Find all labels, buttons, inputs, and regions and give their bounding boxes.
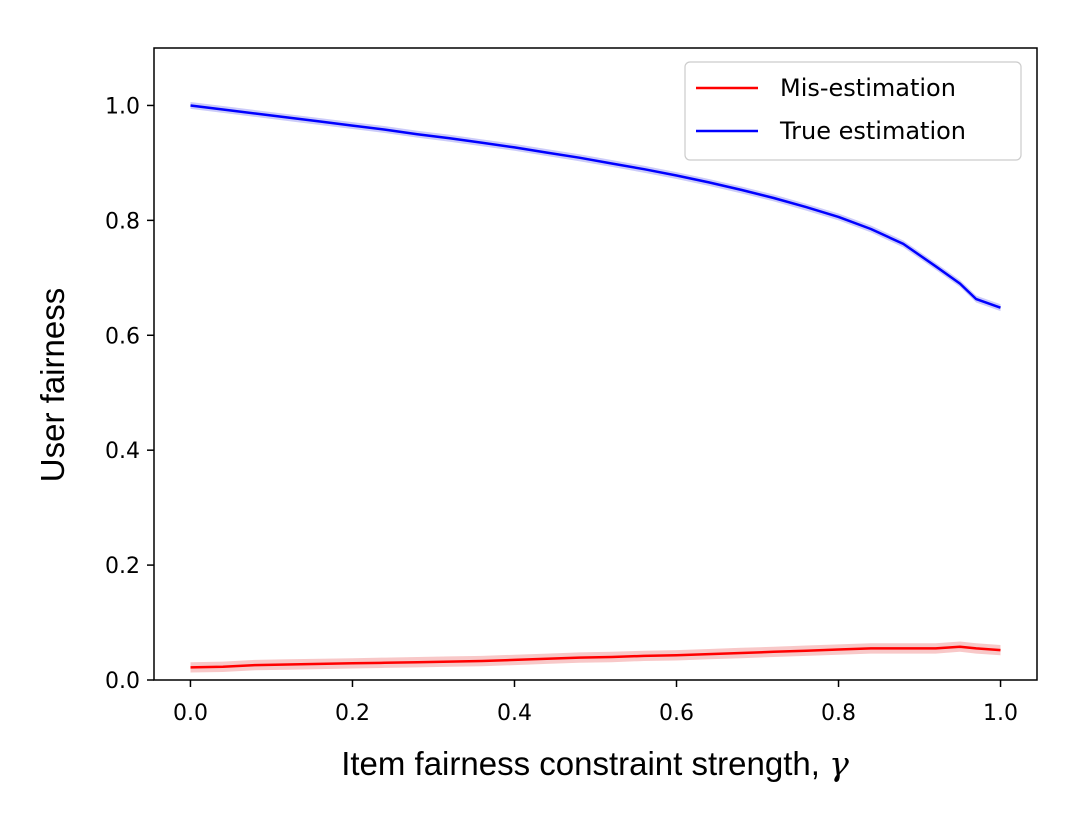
x-axis-label: Item fairness constraint strength, γ <box>341 744 849 783</box>
y-tick-label: 0.6 <box>105 324 140 349</box>
x-tick-label: 0.0 <box>173 701 208 726</box>
x-tick-label: 0.4 <box>497 701 532 726</box>
line-mis-estimation <box>190 645 1001 669</box>
x-tick-label: 0.6 <box>659 701 694 726</box>
y-axis-label: User fairness <box>34 288 71 482</box>
y-tick-label: 1.0 <box>105 94 140 119</box>
y-tick-label: 0.4 <box>105 439 140 464</box>
plot-frame <box>153 47 1038 681</box>
y-tick-label: 0.2 <box>105 554 140 579</box>
y-axis-ticks: 0.0 0.2 0.4 0.6 0.8 1.0 <box>105 94 154 694</box>
x-axis-label-text: Item fairness constraint strength, <box>341 745 829 782</box>
x-tick-label: 0.2 <box>335 701 370 726</box>
x-axis-ticks: 0.0 0.2 0.4 0.6 0.8 1.0 <box>173 680 1018 726</box>
legend-box <box>684 61 1022 161</box>
y-tick-label: 0.0 <box>105 669 140 694</box>
legend-label-true-estimation: True estimation <box>779 117 966 145</box>
confidence-bands <box>190 102 1001 673</box>
line-true-estimation <box>190 104 1001 309</box>
x-tick-label: 1.0 <box>983 701 1018 726</box>
legend: Mis-estimation True estimation <box>684 61 1022 161</box>
legend-label-mis-estimation: Mis-estimation <box>780 74 956 102</box>
series-lines <box>190 104 1001 669</box>
y-tick-label: 0.8 <box>105 209 140 234</box>
x-axis-label-symbol: γ <box>829 744 849 783</box>
x-tick-label: 0.8 <box>821 701 856 726</box>
